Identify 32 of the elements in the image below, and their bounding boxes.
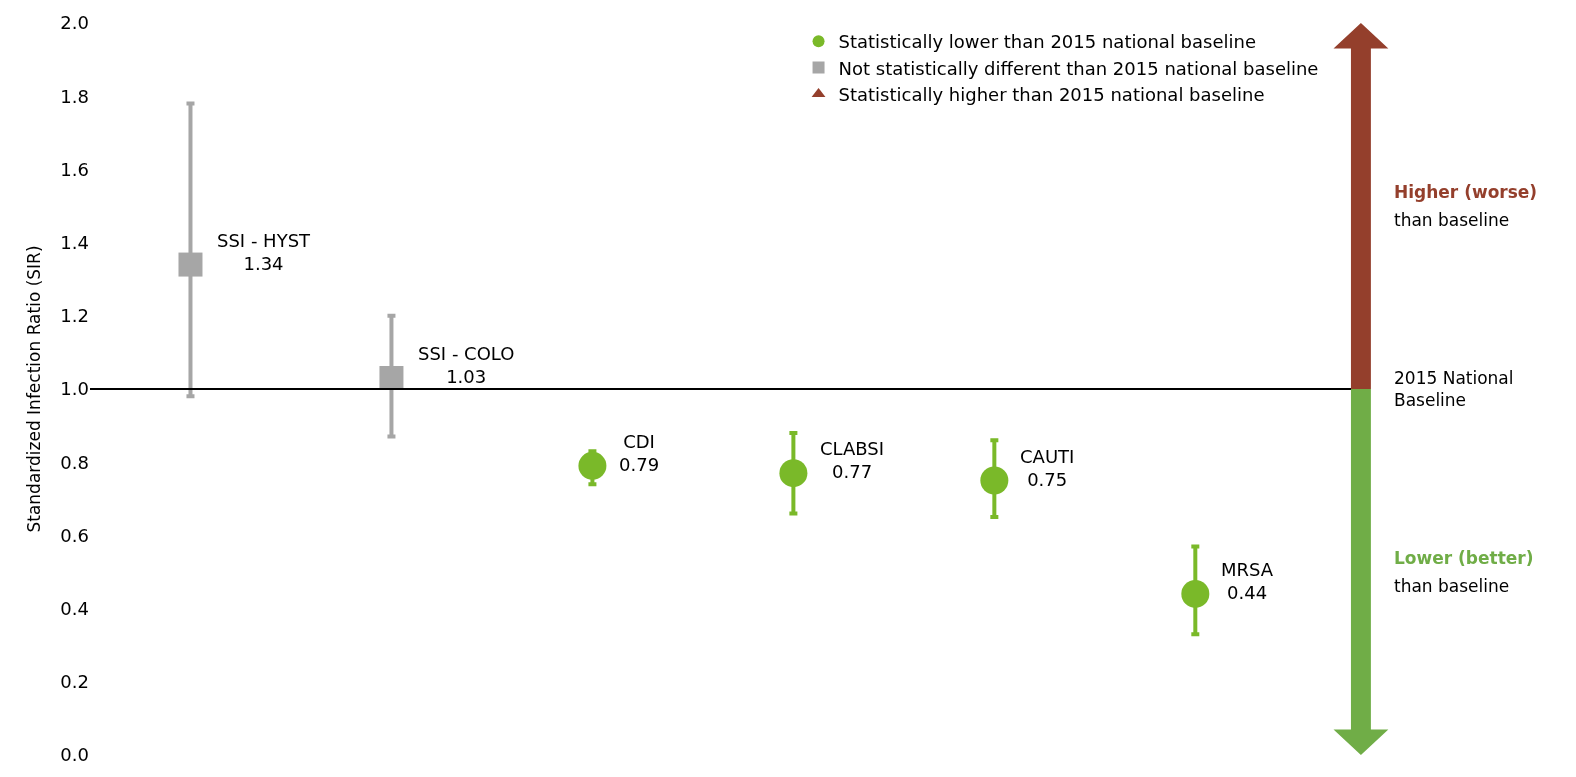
y-tick-label: 1.0 xyxy=(60,378,89,400)
ref-line-label: 2015 National Baseline xyxy=(1394,368,1514,411)
data-label: CLABSI 0.77 xyxy=(820,438,885,483)
y-tick-label: 0.0 xyxy=(60,744,89,766)
text: than baseline xyxy=(1394,576,1510,596)
point xyxy=(980,466,1009,495)
point xyxy=(779,459,808,488)
text: Lower (better) xyxy=(1394,548,1534,568)
y-tick-label: 0.2 xyxy=(60,671,89,693)
y-tick-label: 2.0 xyxy=(60,12,89,34)
y-tick-label: 1.6 xyxy=(60,158,89,180)
data-label: SSI - COLO 1.03 xyxy=(418,343,515,388)
y-axis-title: Standardized Infection Ratio (SIR) xyxy=(23,245,44,533)
text: Higher (worse) xyxy=(1394,182,1538,202)
point xyxy=(1181,579,1210,608)
y-tick-label: 1.8 xyxy=(60,85,89,107)
legend-label: Statistically lower than 2015 national baseline xyxy=(838,31,1257,53)
data-label: CAUTI 0.75 xyxy=(1020,446,1075,491)
text: than baseline xyxy=(1394,210,1510,230)
data-label: MRSA 0.44 xyxy=(1221,559,1274,604)
point xyxy=(379,366,404,391)
y-tick-label: 1.4 xyxy=(60,231,89,253)
y-tick-label: 0.8 xyxy=(60,451,89,473)
point xyxy=(178,252,203,277)
point xyxy=(578,451,607,480)
data-label: SSI - HYST 1.34 xyxy=(217,230,312,275)
y-tick-label: 1.2 xyxy=(60,305,89,327)
y-tick-label: 0.6 xyxy=(60,524,89,546)
legend-label: Statistically higher than 2015 national baseline xyxy=(838,84,1265,106)
data-label: CDI 0.79 xyxy=(619,431,660,476)
y-tick-label: 0.4 xyxy=(60,597,89,619)
legend-label: Not statistically different than 2015 national baseline xyxy=(838,57,1319,79)
